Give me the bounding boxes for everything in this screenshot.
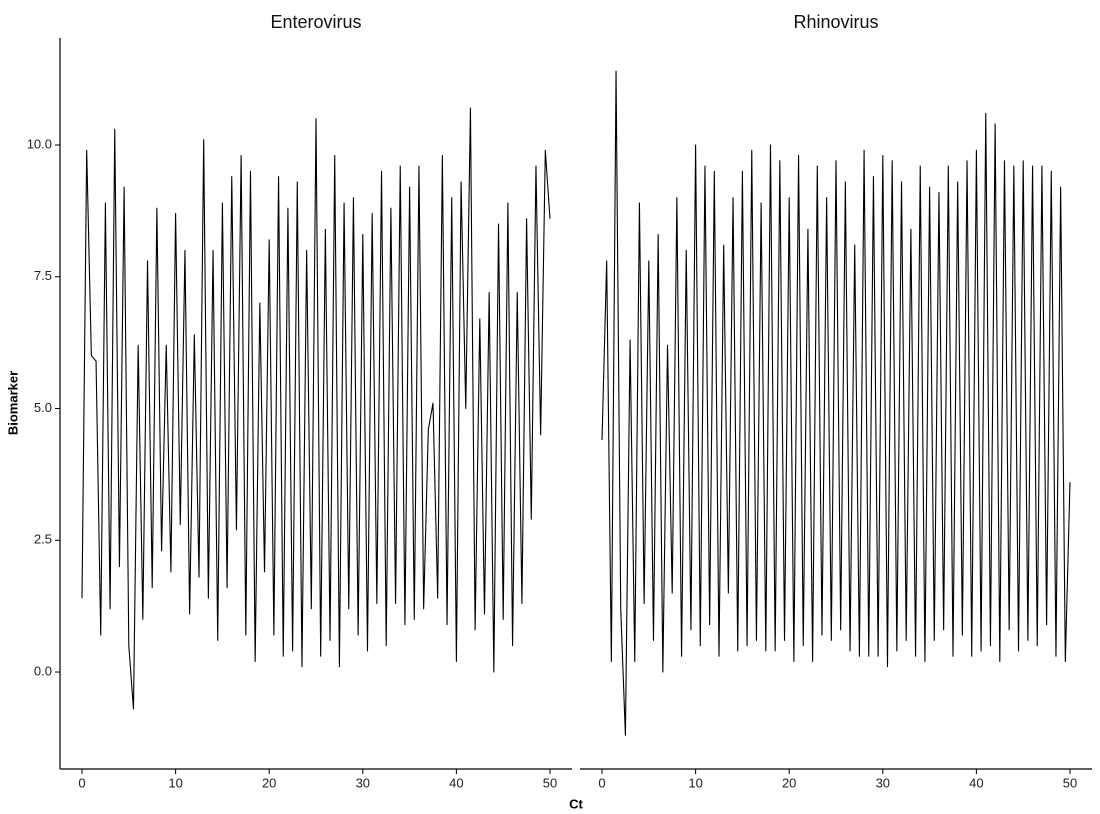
x-tick-label: 0: [78, 775, 85, 790]
x-tick-label: 0: [598, 775, 605, 790]
x-axis-title: Ct: [569, 796, 583, 811]
x-tick-label: 30: [876, 775, 890, 790]
y-axis-title: Biomarker: [5, 371, 20, 435]
x-tick-label: 30: [356, 775, 370, 790]
y-tick-label: 7.5: [34, 268, 52, 283]
panel-title: Enterovirus: [270, 12, 361, 32]
y-tick-label: 0.0: [34, 663, 52, 678]
y-tick-label: 2.5: [34, 532, 52, 547]
x-tick-label: 40: [449, 775, 463, 790]
x-tick-label: 50: [1063, 775, 1077, 790]
data-line: [601, 70, 1071, 736]
x-tick-label: 40: [969, 775, 983, 790]
x-tick-label: 50: [543, 775, 557, 790]
x-tick-label: 10: [688, 775, 702, 790]
x-tick-label: 10: [168, 775, 182, 790]
panel-title: Rhinovirus: [793, 12, 878, 32]
x-tick-label: 20: [782, 775, 796, 790]
y-tick-label: 10.0: [27, 136, 52, 151]
data-line: [81, 107, 551, 710]
x-tick-label: 20: [262, 775, 276, 790]
y-tick-label: 5.0: [34, 400, 52, 415]
